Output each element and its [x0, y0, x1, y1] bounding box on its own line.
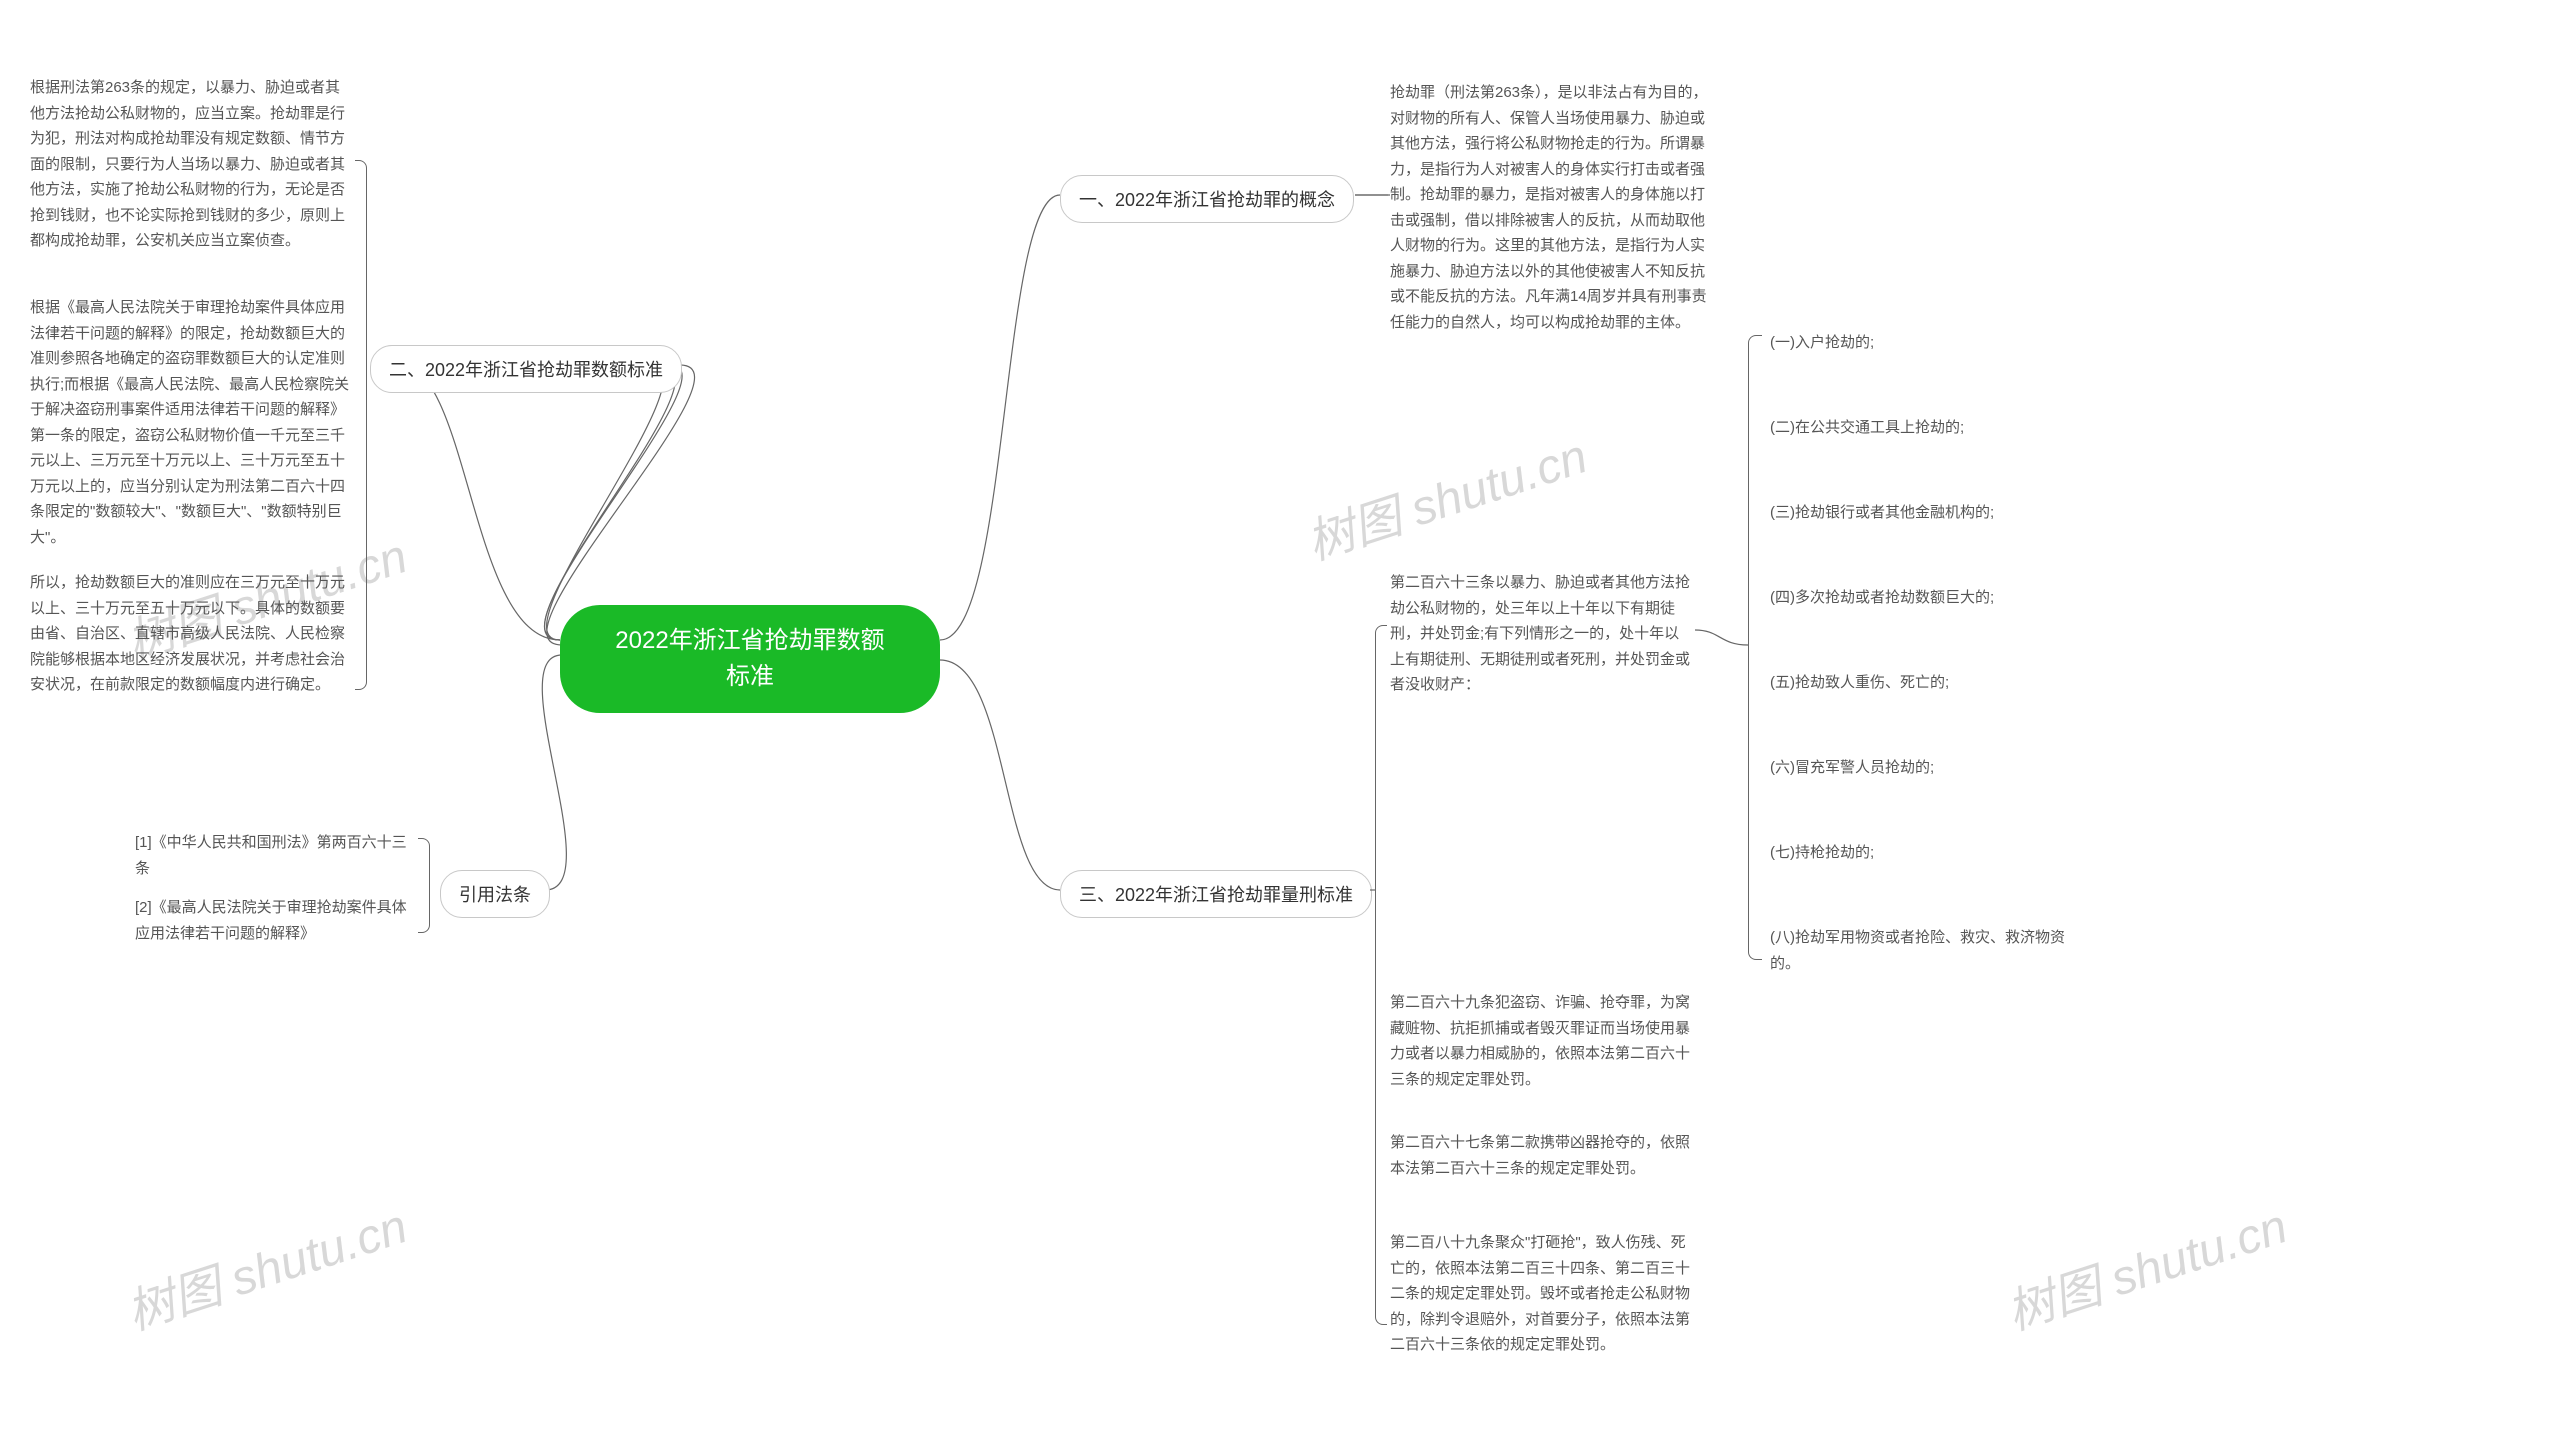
leaf-b3-sub-3: (三)抢劫银行或者其他金融机构的;: [1770, 500, 2070, 526]
watermark: 树图 shutu.cn: [1996, 1187, 2294, 1343]
watermark: 树图 shutu.cn: [116, 1187, 414, 1343]
bracket-b2: [355, 160, 367, 690]
leaf-b3-sub-2: (二)在公共交通工具上抢劫的;: [1770, 415, 2070, 441]
leaf-b2-3: 所以，抢劫数额巨大的准则应在三万元至十万元以上、三十万元至五十万元以下。具体的数…: [30, 570, 350, 698]
leaf-b2-2: 根据《最高人民法院关于审理抢劫案件具体应用法律若干问题的解释》的限定，抢劫数额巨…: [30, 295, 350, 550]
leaf-b3-sub-6: (六)冒充军警人员抢劫的;: [1770, 755, 2070, 781]
branch-concept: 一、2022年浙江省抢劫罪的概念: [1060, 175, 1354, 223]
leaf-b3-sub-1: (一)入户抢劫的;: [1770, 330, 2070, 356]
leaf-b3-sub-8: (八)抢劫军用物资或者抢险、救灾、救济物资的。: [1770, 925, 2070, 976]
leaf-b2-1: 根据刑法第263条的规定，以暴力、胁迫或者其他方法抢劫公私财物的，应当立案。抢劫…: [30, 75, 350, 254]
leaf-b3-sub-7: (七)持枪抢劫的;: [1770, 840, 2070, 866]
center-line1: 2022年浙江省抢劫罪数额: [615, 627, 884, 654]
leaf-b4-2: [2]《最高人民法院关于审理抢劫案件具体应用法律若干问题的解释》: [135, 895, 415, 946]
leaf-b3-sub-5: (五)抢劫致人重伤、死亡的;: [1770, 670, 2070, 696]
watermark: 树图 shutu.cn: [1296, 417, 1594, 573]
leaf-b3-2: 第二百六十九条犯盗窃、诈骗、抢夺罪，为窝藏赃物、抗拒抓捕或者毁灭罪证而当场使用暴…: [1390, 990, 1690, 1092]
leaf-b3-3: 第二百六十七条第二款携带凶器抢夺的，依照本法第二百六十三条的规定定罪处罚。: [1390, 1130, 1690, 1181]
leaf-b3-sub-4: (四)多次抢劫或者抢劫数额巨大的;: [1770, 585, 2070, 611]
branch-sentencing: 三、2022年浙江省抢劫罪量刑标准: [1060, 870, 1372, 918]
center-node: 2022年浙江省抢劫罪数额 标准: [560, 605, 940, 713]
bracket-b3-sub: [1748, 335, 1762, 960]
bracket-b4: [418, 838, 430, 933]
branch-citation: 引用法条: [440, 870, 550, 918]
leaf-concept-text: 抢劫罪（刑法第263条），是以非法占有为目的，对财物的所有人、保管人当场使用暴力…: [1390, 80, 1710, 335]
leaf-b4-1: [1]《中华人民共和国刑法》第两百六十三条: [135, 830, 415, 881]
branch-amount-standard: 二、2022年浙江省抢劫罪数额标准: [370, 345, 682, 393]
bracket-b3: [1375, 625, 1387, 1325]
leaf-b3-1: 第二百六十三条以暴力、胁迫或者其他方法抢劫公私财物的，处三年以上十年以下有期徒刑…: [1390, 570, 1690, 698]
center-line2: 标准: [726, 663, 774, 690]
leaf-b3-4: 第二百八十九条聚众"打砸抢"，致人伤残、死亡的，依照本法第二百三十四条、第二百三…: [1390, 1230, 1690, 1358]
